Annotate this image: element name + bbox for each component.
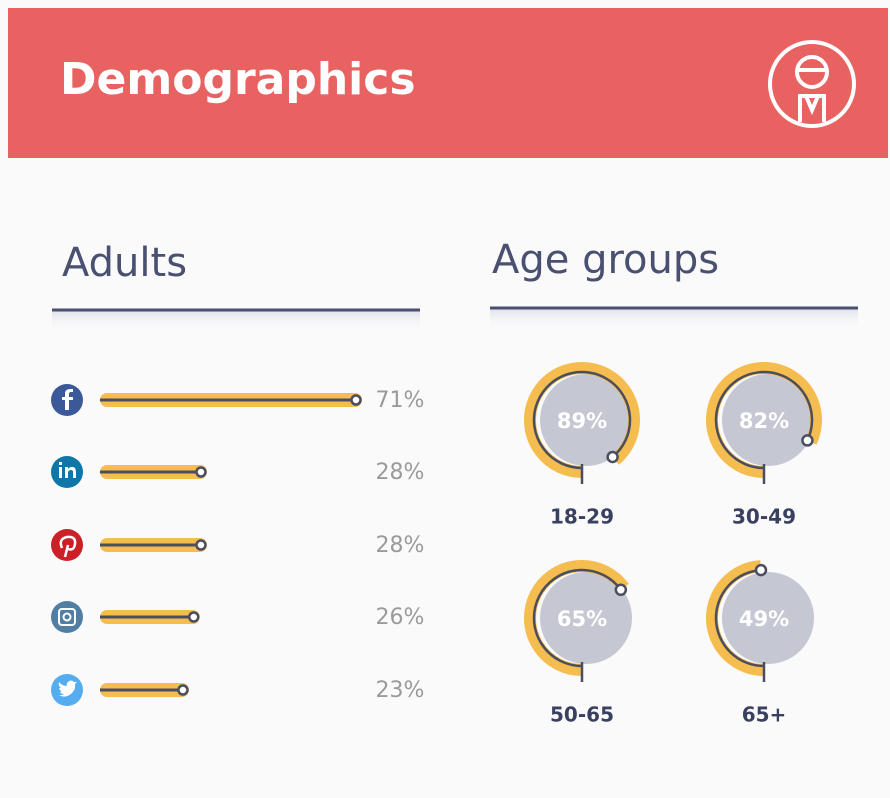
section-title: Age groups [492, 237, 719, 283]
pinterest-icon [51, 529, 83, 561]
value-label: 28% [376, 533, 425, 558]
category-label: 18-29 [550, 505, 614, 529]
gauge-end [754, 563, 768, 577]
category-label: 65+ [742, 703, 787, 727]
value-label: 23% [376, 678, 425, 703]
bar-end [187, 611, 200, 623]
facebook-icon [51, 384, 83, 416]
gauge-arc [714, 568, 765, 668]
value-label: 89% [557, 409, 607, 433]
value-label: 26% [376, 605, 425, 630]
category-label: 30-49 [732, 505, 796, 529]
gauge-disc [540, 374, 632, 466]
gauge-ring [524, 362, 640, 478]
linkedin-icon [51, 456, 83, 488]
gauge-arc [532, 568, 622, 668]
header [8, 8, 888, 158]
bar-end [350, 394, 362, 406]
page-title: Demographics [60, 54, 416, 105]
value-label: 82% [739, 409, 789, 433]
gauge-ring [706, 362, 822, 478]
value-label: 28% [376, 460, 425, 485]
value-label: 49% [739, 607, 789, 631]
bar-end [195, 539, 207, 551]
value-label: 65% [557, 607, 607, 631]
bar-end [195, 466, 207, 478]
twitter-icon [51, 674, 83, 706]
bar-end [177, 684, 189, 696]
value-label: 71% [376, 388, 425, 413]
section-title: Adults [62, 240, 187, 286]
divider-shadow [490, 308, 858, 332]
gauge-end [606, 450, 619, 464]
divider-shadow [52, 310, 420, 334]
gauge-arc [532, 370, 632, 470]
gauge-end [801, 434, 814, 447]
gauge-disc [722, 572, 814, 664]
gauge-end [614, 583, 628, 597]
gauge-disc [722, 374, 814, 466]
gauge-disc [540, 572, 632, 664]
instagram-icon [51, 601, 83, 633]
gauge-arc [714, 370, 814, 470]
person-icon [768, 40, 856, 128]
category-label: 50-65 [550, 703, 614, 727]
gauge-ring [706, 560, 765, 676]
gauge-ring [524, 560, 629, 676]
